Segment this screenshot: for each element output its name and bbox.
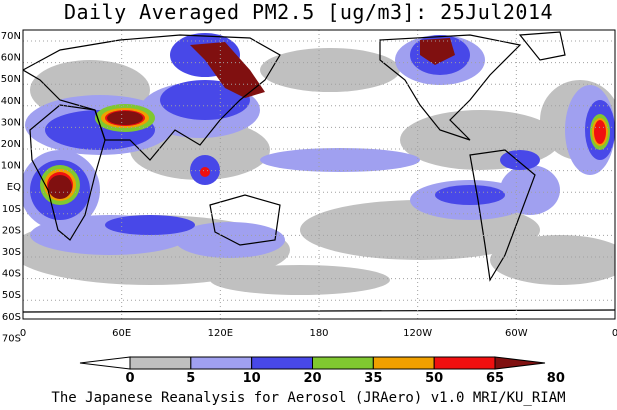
map-title: Daily Averaged PM2.5 [ug/m3]: 25Jul2014 (63, 0, 554, 24)
colorbar-tick-label: 80 (547, 371, 565, 386)
colorbar-tick-label: 10 (243, 371, 261, 386)
longitude-label: 60E (112, 328, 131, 339)
latitude-label: 10S (2, 204, 21, 215)
latitude-label: 40N (1, 96, 21, 107)
colorbar: 0 5 10 20 35 50 65 80 (79, 356, 565, 386)
longitude-label: 60W (505, 328, 528, 339)
colorbar-tick-label: 65 (486, 371, 504, 386)
longitude-label: 120E (208, 328, 233, 339)
latitude-label: 20N (1, 139, 21, 150)
latitude-label: 60N (1, 53, 21, 64)
longitude-label: 0 (20, 328, 26, 339)
colorbar-segment (129, 356, 192, 370)
latitude-label: 70N (1, 31, 21, 42)
colorbar-tick-label: 20 (303, 371, 321, 386)
colorbar-segment (433, 356, 496, 370)
colorbar-tick-label: 35 (364, 371, 382, 386)
latitude-label: 30S (2, 247, 21, 258)
latitude-label: 60S (2, 312, 21, 323)
graticule (23, 30, 615, 319)
latitude-label: 70S (2, 333, 21, 344)
latitude-labels: 70N 60N 50N 40N 30N 20N 10N EQ 10S 20S 30S 40S 50S 60… (1, 31, 21, 344)
longitude-label: 180 (309, 328, 328, 339)
latitude-label: EQ (7, 182, 21, 193)
colorbar-segment (312, 356, 374, 370)
latitude-label: 50N (1, 74, 21, 85)
colorbar-segment (190, 356, 253, 370)
longitude-labels: 0 60E 120E 180 120W 60W 0 (20, 328, 617, 339)
latitude-label: 20S (2, 225, 21, 236)
longitude-label: 120W (403, 328, 432, 339)
colorbar-segment (494, 356, 546, 370)
colorbar-segment (79, 356, 131, 370)
latitude-label: 30N (1, 117, 21, 128)
colorbar-segment (251, 356, 314, 370)
colorbar-segment (372, 356, 435, 370)
colorbar-tick-label: 50 (425, 371, 443, 386)
colorbar-tick-label: 5 (186, 371, 195, 386)
longitude-label: 0 (612, 328, 617, 339)
latitude-label: 40S (2, 269, 21, 280)
latitude-label: 10N (1, 161, 21, 172)
latitude-label: 50S (2, 290, 21, 301)
footer-caption: The Japanese Reanalysis for Aerosol (JRA… (51, 390, 566, 406)
colorbar-tick-label: 0 (125, 371, 134, 386)
map-frame (22, 29, 616, 320)
